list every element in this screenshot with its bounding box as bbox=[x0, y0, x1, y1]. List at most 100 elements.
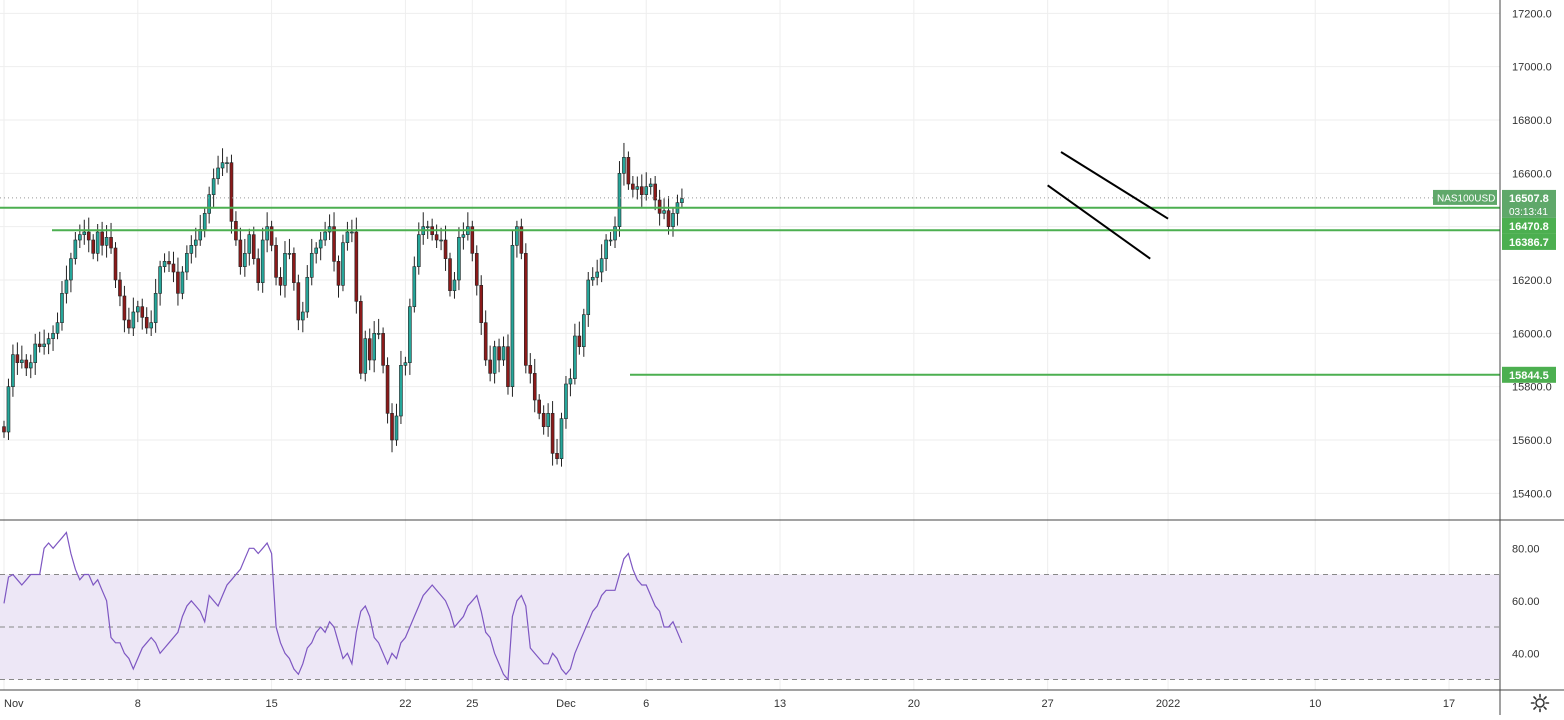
candle bbox=[622, 142, 626, 186]
date-tick-label: Nov bbox=[4, 698, 24, 710]
level-price-tag: 16386.7 bbox=[1502, 233, 1556, 250]
date-tick-label: 22 bbox=[399, 698, 411, 710]
candle-body bbox=[528, 365, 533, 374]
price-tick-label: 15400.0 bbox=[1512, 488, 1552, 500]
candle-body bbox=[73, 239, 78, 259]
candle bbox=[399, 350, 403, 424]
candle-body bbox=[399, 365, 403, 417]
candle bbox=[483, 310, 488, 366]
candle-body bbox=[403, 362, 408, 366]
candle-body bbox=[6, 386, 11, 433]
candle-body bbox=[425, 226, 430, 228]
candle bbox=[251, 226, 256, 265]
candle-body bbox=[341, 242, 345, 286]
candle bbox=[6, 378, 11, 440]
date-tick-label: 13 bbox=[774, 698, 786, 710]
candle bbox=[559, 412, 564, 467]
candle bbox=[448, 252, 452, 297]
candle bbox=[390, 403, 394, 453]
candle bbox=[269, 220, 274, 252]
candle-body bbox=[193, 239, 198, 246]
price-tick-label: 16000.0 bbox=[1512, 328, 1552, 340]
candle-body bbox=[358, 301, 363, 374]
level-price-tag-bg bbox=[1502, 217, 1556, 234]
date-tick-label: 20 bbox=[908, 698, 920, 710]
candle bbox=[37, 331, 42, 353]
candle bbox=[225, 156, 229, 173]
candle-body bbox=[265, 226, 269, 241]
candle-body bbox=[95, 231, 100, 254]
candle-body bbox=[559, 418, 564, 459]
candle-body bbox=[37, 343, 42, 347]
candle-body bbox=[162, 261, 167, 267]
candle-body bbox=[461, 234, 466, 238]
candle-body bbox=[278, 277, 283, 286]
candle bbox=[327, 214, 332, 240]
rsi-tick-label: 60.00 bbox=[1512, 596, 1540, 608]
candle bbox=[131, 297, 136, 336]
candle bbox=[492, 340, 497, 384]
symbol-label-bg bbox=[1433, 189, 1497, 205]
candle-body bbox=[2, 426, 6, 433]
date-tick-label: 10 bbox=[1309, 698, 1321, 710]
candle bbox=[28, 354, 33, 379]
candle bbox=[381, 327, 385, 374]
settings-gear-icon[interactable] bbox=[1530, 693, 1550, 713]
candle bbox=[78, 224, 82, 248]
candle bbox=[60, 281, 64, 331]
candle-body bbox=[243, 253, 247, 267]
candle-body bbox=[434, 234, 439, 241]
candle bbox=[546, 403, 550, 437]
candle-body bbox=[314, 247, 319, 254]
candle-body bbox=[113, 247, 118, 281]
candle bbox=[515, 220, 519, 258]
candle-body bbox=[283, 253, 287, 286]
candle-body bbox=[519, 226, 524, 254]
candle-body bbox=[82, 231, 87, 235]
candle-body bbox=[220, 162, 225, 169]
candle-body bbox=[256, 258, 261, 283]
candle-body bbox=[24, 359, 29, 369]
candle bbox=[550, 401, 555, 466]
candle bbox=[69, 252, 73, 293]
candle bbox=[564, 376, 568, 429]
candle bbox=[452, 272, 457, 299]
candle-body bbox=[662, 210, 666, 214]
level-price-tag-text: 15844.5 bbox=[1509, 370, 1549, 382]
candle-body bbox=[28, 362, 33, 369]
candle bbox=[506, 334, 510, 395]
candle bbox=[666, 196, 671, 235]
candle-body bbox=[599, 258, 604, 273]
candle-body bbox=[185, 253, 189, 273]
candle bbox=[86, 217, 91, 253]
candle-body bbox=[251, 234, 256, 259]
candle bbox=[439, 227, 443, 251]
candle-body bbox=[20, 359, 24, 363]
candle bbox=[278, 267, 283, 296]
candle bbox=[100, 221, 104, 256]
candle bbox=[537, 394, 542, 420]
candle bbox=[524, 243, 528, 374]
level-price-tag-bg bbox=[1502, 366, 1556, 383]
candle bbox=[55, 312, 60, 340]
candle-body bbox=[153, 293, 158, 323]
candle-body bbox=[381, 333, 385, 366]
candle bbox=[376, 318, 381, 340]
candle bbox=[229, 154, 234, 234]
candle bbox=[617, 161, 622, 237]
candle-body bbox=[546, 413, 550, 427]
candle-body bbox=[385, 365, 390, 414]
date-tick-label: 15 bbox=[265, 698, 277, 710]
candle bbox=[581, 308, 586, 357]
candle-body bbox=[46, 338, 51, 345]
candle-body bbox=[408, 306, 412, 363]
candle-body bbox=[229, 162, 234, 222]
candle-body bbox=[274, 245, 278, 278]
candle-body bbox=[305, 277, 310, 313]
candle bbox=[590, 267, 595, 286]
channel-upper-line bbox=[1060, 151, 1169, 220]
candle bbox=[140, 298, 145, 330]
candle bbox=[318, 232, 323, 261]
